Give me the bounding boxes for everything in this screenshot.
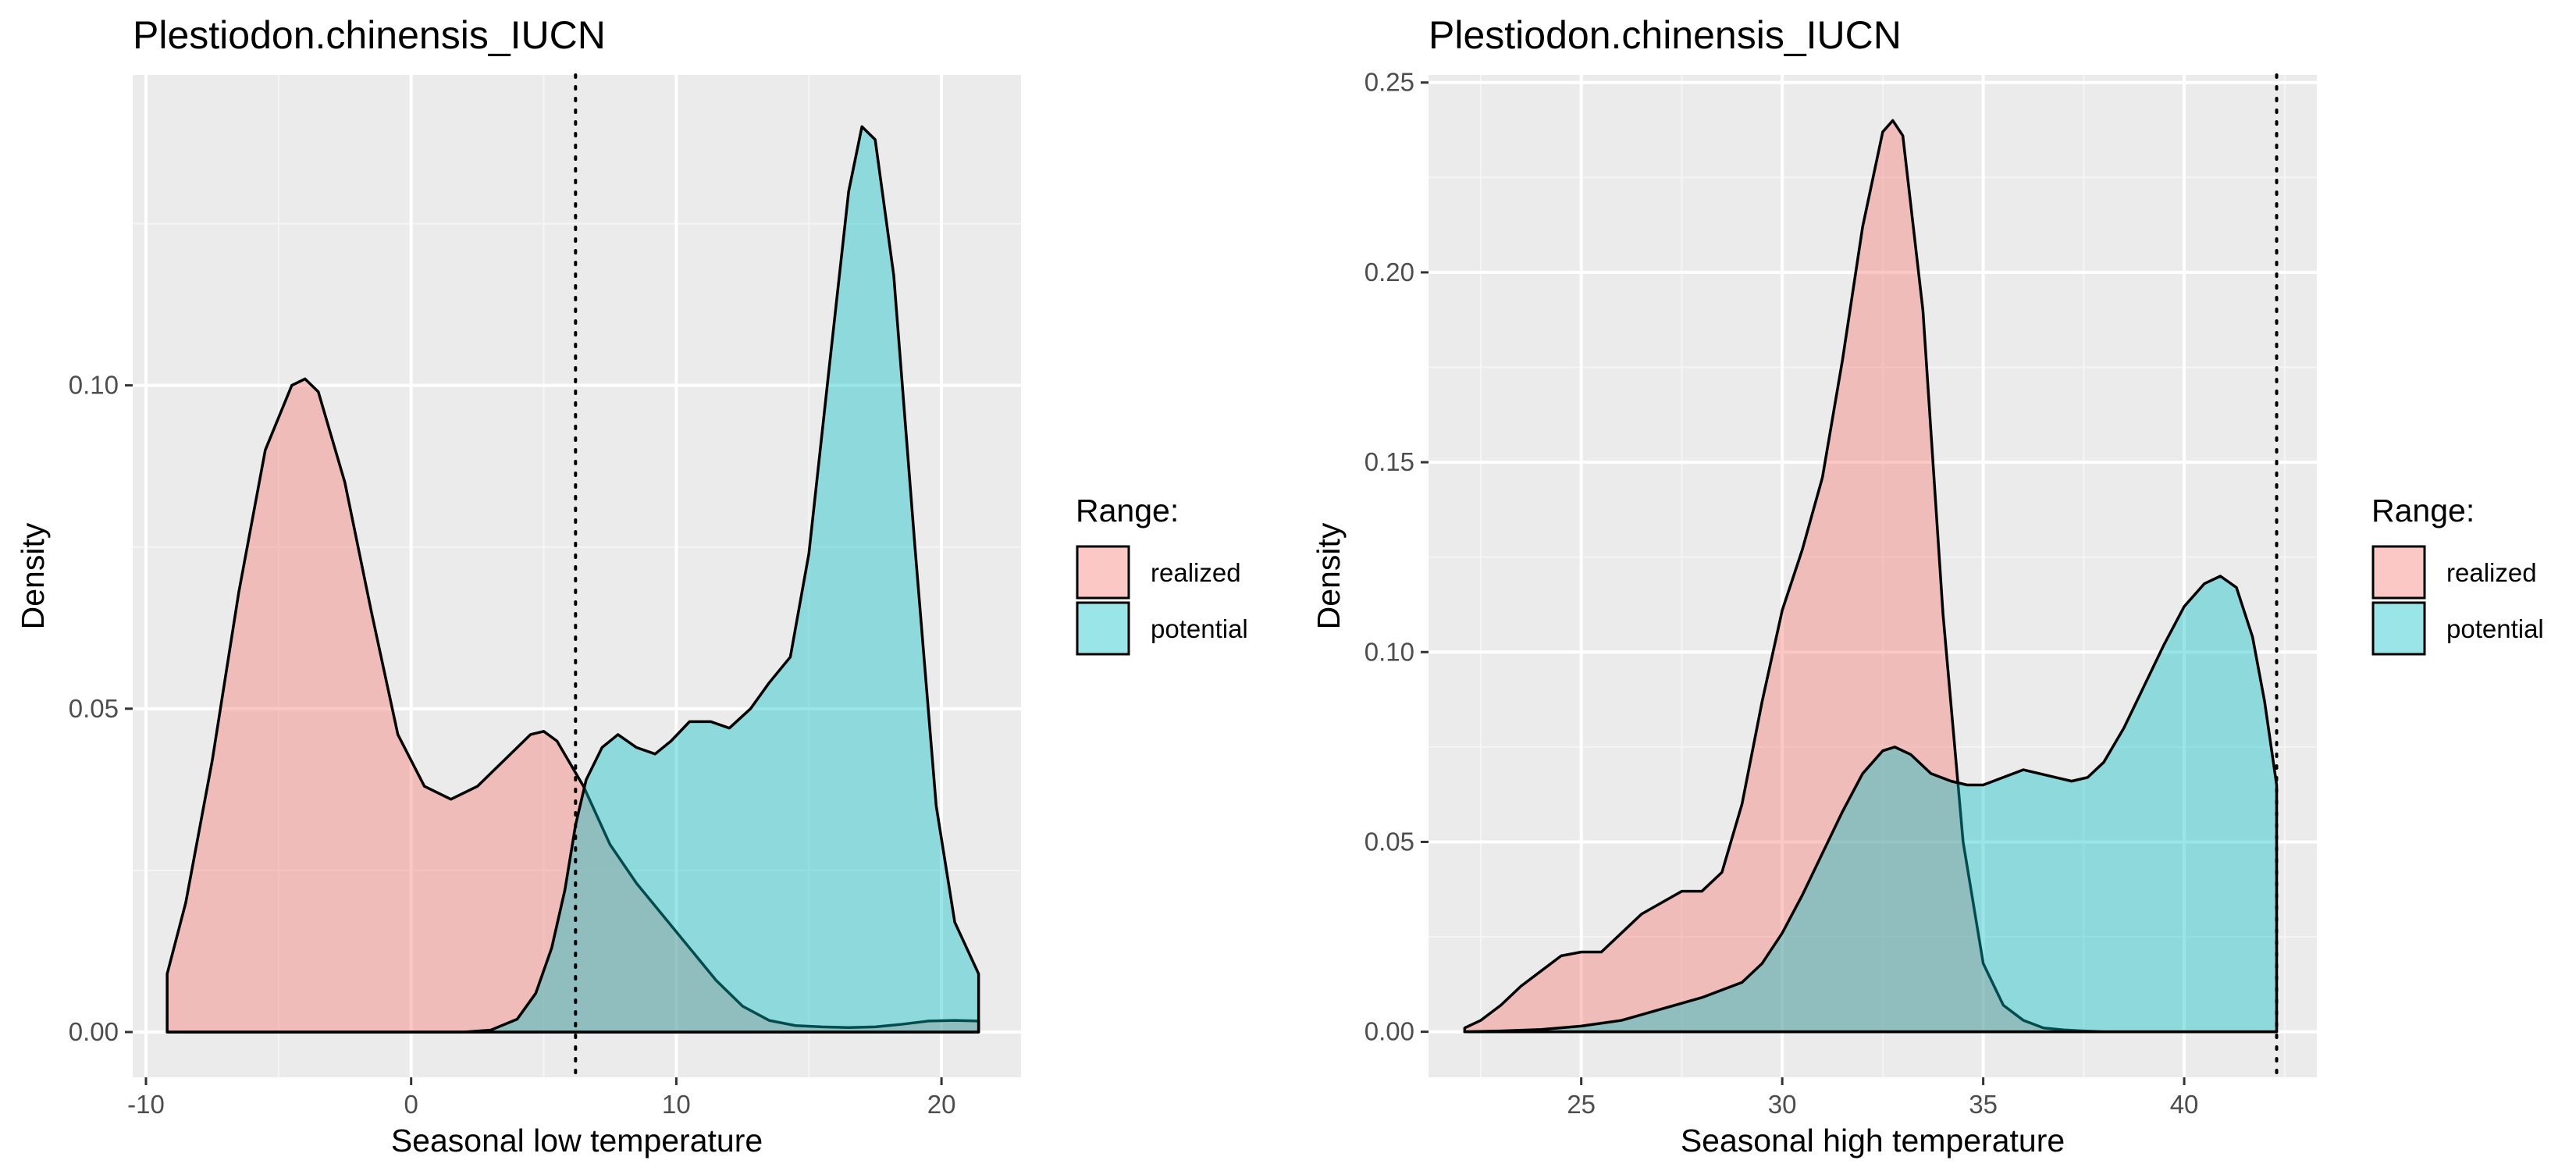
legend-key-potential (1076, 601, 1130, 656)
y-axis-ticks: 0.00 0.05 0.10 0.15 0.20 0.25 (1364, 68, 1429, 1046)
x-tick-label: 35 (1969, 1090, 1998, 1119)
y-axis-label: Density (1311, 522, 1347, 629)
x-axis-ticks: -10 0 10 20 (127, 1077, 955, 1119)
x-tick-label: -10 (127, 1090, 165, 1119)
legend: Range: realized potential (1076, 493, 1248, 656)
chart-title: Plestiodon.chinensis_IUCN (1429, 13, 1902, 57)
legend-title: Range: (1076, 493, 1179, 529)
x-tick-label: 20 (927, 1090, 956, 1119)
y-tick-label: 0.20 (1364, 258, 1414, 287)
legend: Range: realized potential (2371, 493, 2544, 656)
y-tick-label: 0.00 (1364, 1017, 1414, 1046)
y-tick-label: 0.00 (69, 1017, 119, 1046)
x-tick-label: 40 (2170, 1090, 2199, 1119)
legend-label-potential: potential (1151, 614, 1248, 643)
legend-key-realized (2371, 545, 2426, 600)
x-tick-label: 25 (1567, 1090, 1596, 1119)
legend-key-realized (1076, 545, 1130, 600)
y-axis-ticks: 0.00 0.05 0.10 (69, 371, 133, 1046)
legend-key-potential (2371, 601, 2426, 656)
y-tick-label: 0.05 (69, 694, 119, 723)
y-tick-label: 0.25 (1364, 68, 1414, 97)
y-tick-label: 0.10 (1364, 637, 1414, 666)
legend-title: Range: (2371, 493, 2475, 529)
y-tick-label: 0.05 (1364, 827, 1414, 856)
x-tick-label: 30 (1768, 1090, 1797, 1119)
density-area-realized (1463, 119, 2279, 1034)
major-gridlines (133, 75, 1021, 1077)
density-areas (165, 125, 980, 1034)
x-axis-label: Seasonal low temperature (391, 1123, 763, 1159)
minor-gridlines (1429, 75, 2317, 1077)
legend-label-realized: realized (2446, 558, 2537, 587)
density-area-realized (165, 377, 980, 1034)
x-tick-label: 0 (404, 1090, 418, 1119)
chart-title: Plestiodon.chinensis_IUCN (133, 13, 606, 57)
minor-gridlines (133, 75, 1021, 1077)
plot-background (1429, 75, 2317, 1077)
chart-panel-low-temperature: Plestiodon.chinensis_IUCN 0.00 0.05 0.10 -… (15, 13, 1248, 1159)
y-axis-label: Density (15, 522, 51, 629)
legend-label-potential: potential (2446, 614, 2544, 643)
y-tick-label: 0.15 (1364, 447, 1414, 476)
legend-label-realized: realized (1151, 558, 1241, 587)
chart-panel-high-temperature: Plestiodon.chinensis_IUCN 0.000.050.100.… (1311, 13, 2544, 1159)
density-areas (1463, 119, 2279, 1034)
x-tick-label: 10 (662, 1090, 691, 1119)
x-axis-label: Seasonal high temperature (1681, 1123, 2065, 1159)
y-tick-label: 0.10 (69, 371, 119, 400)
density-area-potential (1463, 575, 2279, 1034)
density-area-potential (165, 125, 980, 1034)
x-axis-ticks: 25 30 35 40 (1567, 1077, 2198, 1119)
